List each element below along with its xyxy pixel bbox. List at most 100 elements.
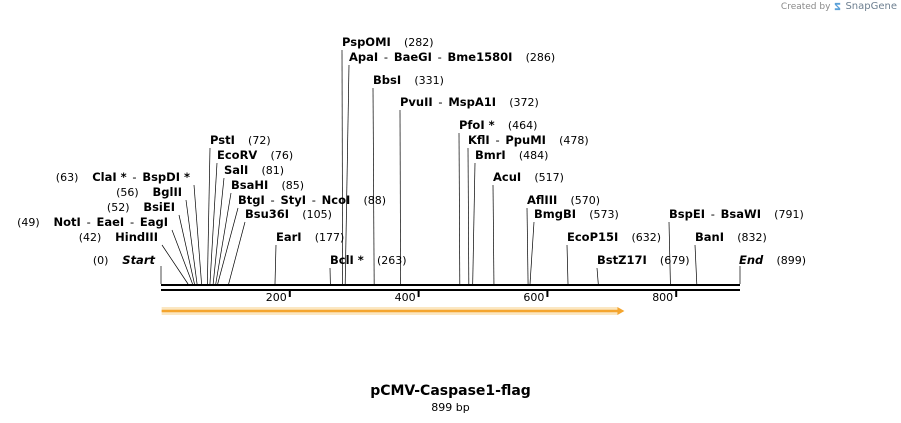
- site-label-pvuii-mspa1i[interactable]: PvuII - MspA1I (372): [400, 95, 539, 109]
- enzyme-name: PvuII: [400, 95, 433, 109]
- enzyme-name: PstI: [210, 133, 235, 147]
- site-label-bspei-bsawi[interactable]: BspEI - BsaWI (791): [669, 207, 804, 221]
- site-label-bsu36i[interactable]: Bsu36I (105): [245, 207, 332, 221]
- site-label-apai-baegi-bme1580i[interactable]: ApaI - BaeGI - Bme1580I (286): [349, 50, 555, 64]
- site-position: (282): [404, 36, 434, 49]
- site-label-bglii[interactable]: (56) BglII: [116, 185, 182, 199]
- leader-noti-eaei-eagi: [171, 229, 193, 285]
- ruler-tick-label: 400: [395, 291, 416, 304]
- leader-psti: [207, 147, 211, 285]
- start-label: (0) Start: [93, 253, 156, 267]
- enzyme-name: PfoI *: [459, 118, 495, 132]
- enzyme-name: BtgI: [238, 193, 265, 207]
- enzyme-name: BmgBI: [534, 207, 576, 221]
- site-label-psti[interactable]: PstI (72): [210, 133, 271, 147]
- enzyme-name: BanI: [695, 230, 724, 244]
- site-label-bcli[interactable]: BclI * (263): [330, 253, 407, 267]
- enzyme-name: KflI: [468, 133, 490, 147]
- site-label-eari[interactable]: EarI (177): [276, 230, 344, 244]
- enzyme-name: AcuI: [493, 170, 521, 184]
- enzyme-name: BspEI: [669, 207, 705, 221]
- end-position: (899): [776, 254, 806, 267]
- enzyme-separator: -: [271, 193, 275, 207]
- ruler-tick-label: 600: [523, 291, 544, 304]
- enzyme-name: BbsI: [373, 73, 401, 87]
- leader-acui: [492, 184, 495, 285]
- site-label-acui[interactable]: AcuI (517): [493, 170, 564, 184]
- leader-pfoi: [458, 132, 461, 285]
- site-position: (76): [271, 149, 294, 162]
- feature-arrow[interactable]: [161, 307, 625, 315]
- leader-pspomi: [341, 49, 343, 285]
- enzyme-name: AflIII: [527, 193, 557, 207]
- enzyme-name: BsaHI: [231, 178, 268, 192]
- site-label-bbsi[interactable]: BbsI (331): [373, 73, 444, 87]
- site-label-ecorv[interactable]: EcoRV (76): [217, 148, 293, 162]
- leader-kfli-ppumi: [467, 147, 470, 285]
- enzyme-name: BglII: [153, 185, 183, 199]
- site-position: (85): [281, 179, 304, 192]
- site-label-ecop15i[interactable]: EcoP15I (632): [567, 230, 661, 244]
- site-label-pspomi[interactable]: PspOMI (282): [342, 35, 434, 49]
- enzyme-name: BstZ17I: [597, 253, 647, 267]
- site-position: (632): [631, 231, 661, 244]
- site-position: (478): [559, 134, 589, 147]
- leader-bani: [694, 244, 698, 285]
- site-label-noti-eaei-eagi[interactable]: (49) NotI - EaeI - EagI: [17, 215, 168, 229]
- ruler: 200 400 600 800: [266, 291, 678, 304]
- site-position: (679): [660, 254, 690, 267]
- site-label-bani[interactable]: BanI (832): [695, 230, 767, 244]
- site-label-clai-bspdi[interactable]: (63) ClaI * - BspDI *: [56, 170, 190, 184]
- enzyme-name: NotI: [54, 215, 81, 229]
- site-position: (49): [17, 216, 40, 229]
- enzyme-separator: -: [495, 133, 499, 147]
- enzyme-name: ApaI: [349, 50, 378, 64]
- end-name: End: [739, 253, 764, 267]
- enzyme-separator: -: [130, 215, 134, 229]
- site-position: (791): [774, 208, 804, 221]
- enzyme-name: Bsu36I: [245, 207, 289, 221]
- enzyme-name: BsaWI: [721, 207, 761, 221]
- enzyme-name: BaeGI: [394, 50, 432, 64]
- site-position: (517): [534, 171, 564, 184]
- site-position: (56): [116, 186, 139, 199]
- site-position: (832): [737, 231, 767, 244]
- site-label-bsahi[interactable]: BsaHI (85): [231, 178, 304, 192]
- site-label-pfoi[interactable]: PfoI * (464): [459, 118, 537, 132]
- site-label-bmri[interactable]: BmrI (484): [475, 148, 548, 162]
- site-position: (177): [315, 231, 345, 244]
- leader-bmgbi: [529, 221, 535, 285]
- enzyme-name: BmrI: [475, 148, 506, 162]
- site-label-btgi-styi-ncoi[interactable]: BtgI - StyI - NcoI (88): [238, 193, 386, 207]
- leader-ecop15i: [566, 244, 569, 285]
- enzyme-name: PpuMI: [505, 133, 546, 147]
- site-label-bstz17i[interactable]: BstZ17I (679): [597, 253, 690, 267]
- enzyme-separator: -: [312, 193, 316, 207]
- site-label-afliii[interactable]: AflIII (570): [527, 193, 600, 207]
- site-label-hindiii[interactable]: (42) HindIII: [79, 230, 158, 244]
- enzyme-name: EarI: [276, 230, 302, 244]
- site-label-bsiei[interactable]: (52) BsiEI: [107, 200, 175, 214]
- site-position: (331): [414, 74, 444, 87]
- site-label-kfli-ppumi[interactable]: KflI - PpuMI (478): [468, 133, 589, 147]
- enzyme-name: BspDI *: [142, 170, 190, 184]
- map-title: pCMV-Caspase1-flag: [370, 383, 531, 399]
- enzyme-name: EcoRV: [217, 148, 257, 162]
- snapgene-watermark: Created by SnapGene: [781, 1, 897, 12]
- leader-ecorv: [209, 162, 218, 285]
- ruler-tick-label: 200: [266, 291, 287, 304]
- site-position: (263): [377, 254, 407, 267]
- watermark-brand: SnapGene: [845, 1, 897, 12]
- site-label-sali[interactable]: SalI (81): [224, 163, 284, 177]
- enzyme-name: EaeI: [97, 215, 125, 229]
- enzyme-separator: -: [438, 50, 442, 64]
- leader-bglii: [185, 199, 198, 285]
- start-position: (0): [93, 254, 109, 267]
- feature-track: [161, 307, 625, 315]
- leader-bstz17i: [596, 267, 599, 285]
- site-label-bmgbi[interactable]: BmgBI (573): [534, 207, 619, 221]
- snapgene-logo-icon: [835, 2, 841, 11]
- enzyme-name: Bme1580I: [448, 50, 513, 64]
- enzyme-name: BsiEI: [143, 200, 175, 214]
